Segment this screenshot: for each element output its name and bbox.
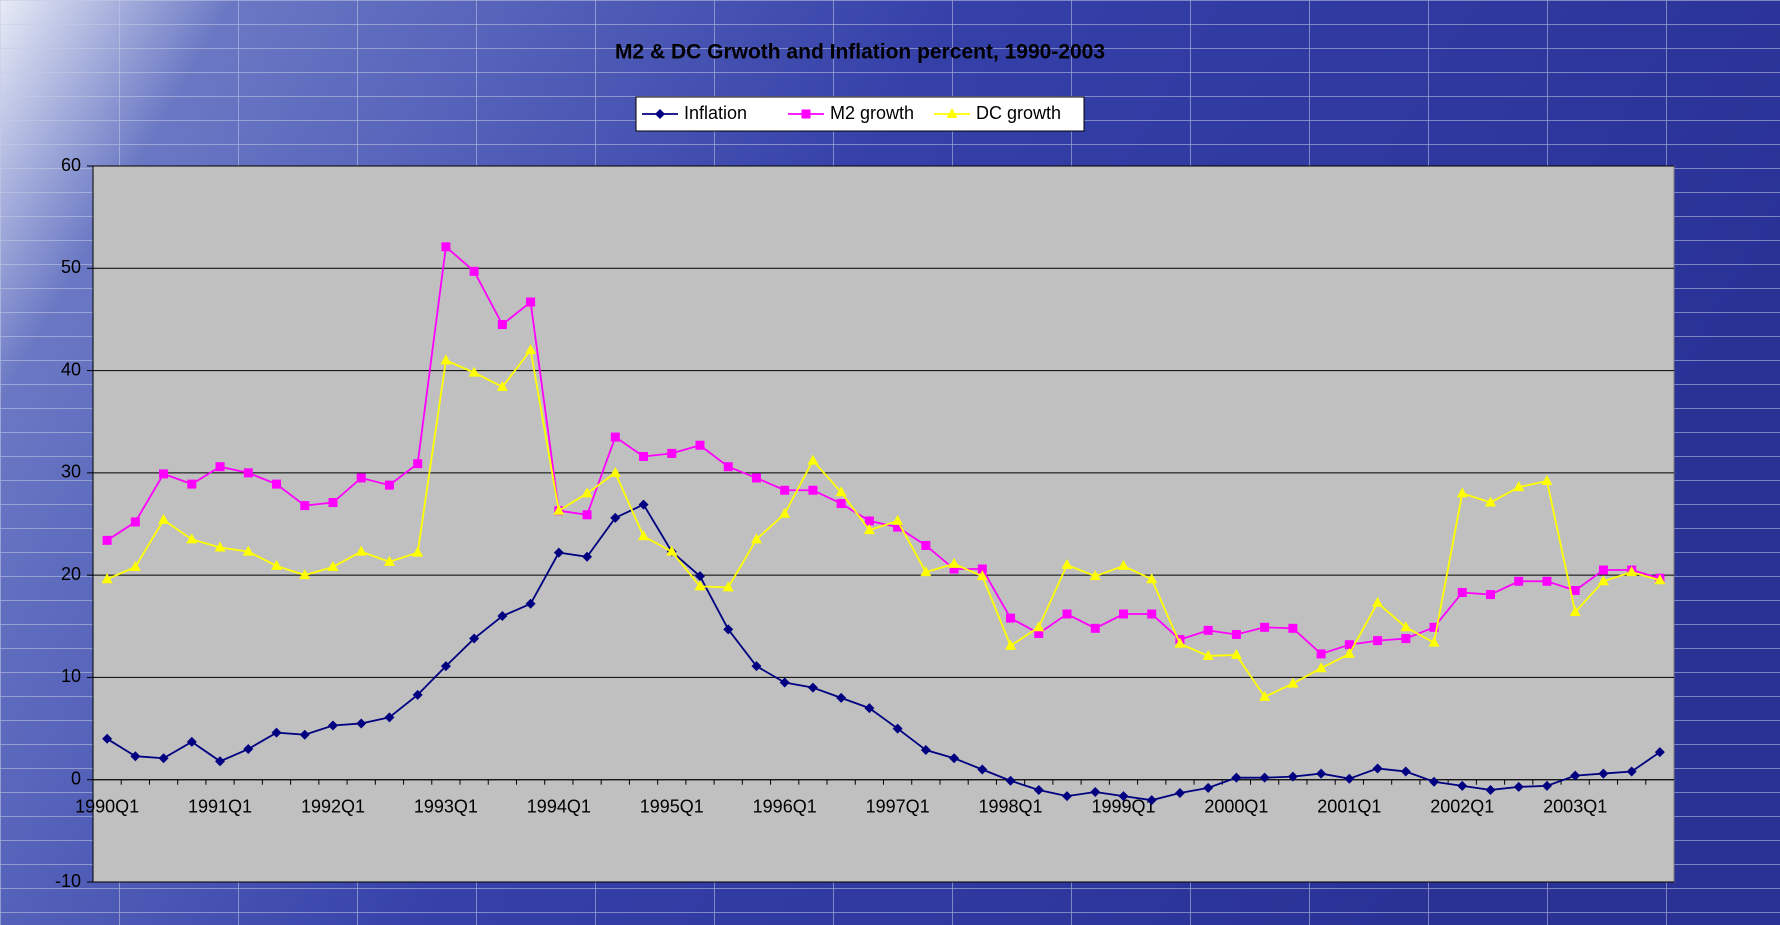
- x-tick-label: 1995Q1: [640, 796, 704, 816]
- data-point: [1204, 626, 1213, 635]
- data-point: [159, 469, 168, 478]
- y-tick-label: 50: [61, 257, 81, 277]
- y-tick-label: -10: [55, 871, 81, 891]
- data-point: [1317, 649, 1326, 658]
- x-tick-label: 1991Q1: [188, 796, 252, 816]
- data-point: [1401, 634, 1410, 643]
- page: M2 & DC Grwoth and Inflation percent, 19…: [0, 0, 1780, 925]
- x-tick-label: 1990Q1: [75, 796, 139, 816]
- data-point: [470, 267, 479, 276]
- data-point: [1599, 566, 1608, 575]
- data-point: [328, 498, 337, 507]
- data-point: [131, 517, 140, 526]
- y-tick-label: 30: [61, 462, 81, 482]
- data-point: [498, 320, 507, 329]
- x-tick-label: 1993Q1: [414, 796, 478, 816]
- data-point: [1232, 630, 1241, 639]
- data-point: [695, 441, 704, 450]
- data-point: [667, 449, 676, 458]
- chart: M2 & DC Grwoth and Inflation percent, 19…: [0, 0, 1780, 925]
- data-point: [103, 536, 112, 545]
- data-point: [385, 481, 394, 490]
- chart-title: M2 & DC Grwoth and Inflation percent, 19…: [615, 41, 1105, 64]
- x-tick-label: 1994Q1: [527, 796, 591, 816]
- data-point: [1542, 577, 1551, 586]
- data-point: [1006, 614, 1015, 623]
- data-point: [583, 510, 592, 519]
- data-point: [1147, 610, 1156, 619]
- data-point: [1288, 624, 1297, 633]
- data-point: [639, 452, 648, 461]
- legend: Inflation M2 growth DC growth: [636, 97, 1084, 131]
- data-point: [300, 501, 309, 510]
- data-point: [1486, 590, 1495, 599]
- x-tick-label: 2000Q1: [1204, 796, 1268, 816]
- data-point: [272, 480, 281, 489]
- x-tick-label: 1998Q1: [979, 796, 1043, 816]
- data-point: [187, 480, 196, 489]
- data-point: [1458, 588, 1467, 597]
- x-tick-label: 1997Q1: [866, 796, 930, 816]
- y-tick-label: 0: [71, 768, 81, 788]
- data-point: [1514, 577, 1523, 586]
- data-point: [1091, 624, 1100, 633]
- data-point: [752, 473, 761, 482]
- data-point: [526, 298, 535, 307]
- data-point: [865, 516, 874, 525]
- x-tick-label: 2001Q1: [1317, 796, 1381, 816]
- data-point: [413, 459, 422, 468]
- x-tick-label: 2003Q1: [1543, 796, 1607, 816]
- data-point: [611, 433, 620, 442]
- y-tick-label: 20: [61, 564, 81, 584]
- legend-label: DC growth: [976, 103, 1061, 123]
- data-point: [1373, 636, 1382, 645]
- y-tick-label: 40: [61, 359, 81, 379]
- data-point: [808, 486, 817, 495]
- x-tick-label: 1996Q1: [753, 796, 817, 816]
- data-point: [837, 499, 846, 508]
- legend-label: M2 growth: [830, 103, 914, 123]
- data-point: [780, 486, 789, 495]
- x-tick-label: 1992Q1: [301, 796, 365, 816]
- data-point: [357, 473, 366, 482]
- data-point: [216, 462, 225, 471]
- data-point: [921, 541, 930, 550]
- data-point: [244, 468, 253, 477]
- legend-marker: [802, 110, 811, 119]
- y-tick-label: 60: [61, 155, 81, 175]
- y-tick-label: 10: [61, 666, 81, 686]
- data-point: [1119, 610, 1128, 619]
- data-point: [441, 242, 450, 251]
- x-tick-label: 2002Q1: [1430, 796, 1494, 816]
- legend-label: Inflation: [684, 103, 747, 123]
- data-point: [1063, 610, 1072, 619]
- data-point: [1260, 623, 1269, 632]
- data-point: [724, 462, 733, 471]
